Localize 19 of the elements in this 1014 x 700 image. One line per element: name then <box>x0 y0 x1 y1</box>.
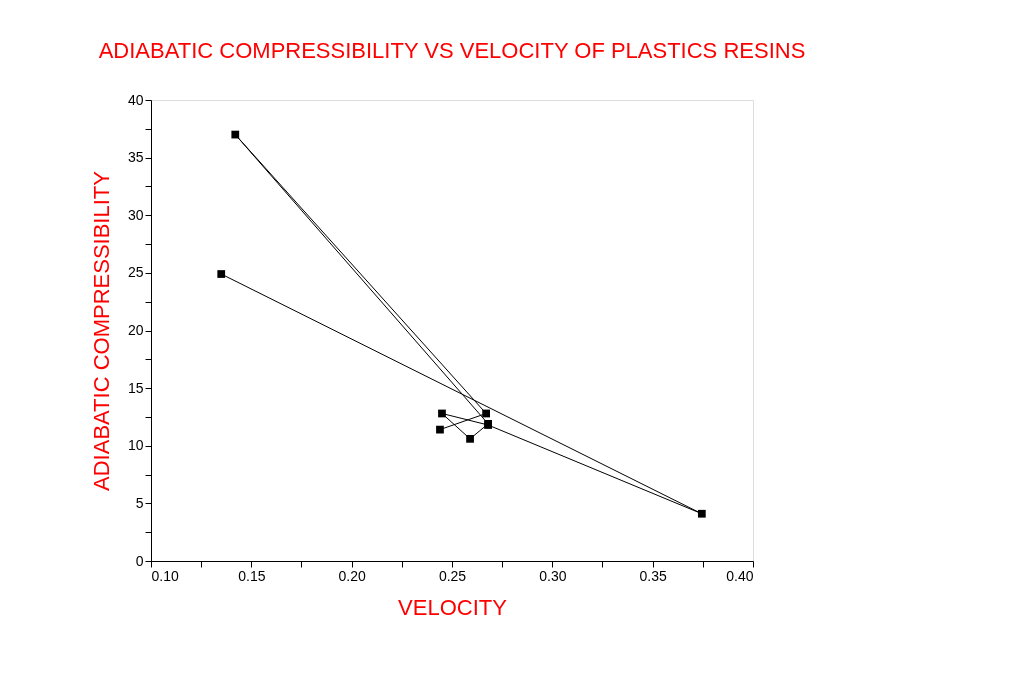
x-axis-title: VELOCITY <box>398 594 508 620</box>
y-tick-label: 35 <box>127 149 144 166</box>
x-tick-label: 0.15 <box>238 567 266 584</box>
x-tick-label: 0.25 <box>438 567 467 584</box>
y-tick-label: 5 <box>135 494 144 511</box>
y-axis-title: ADIABATIC COMPRESSIBILITY <box>88 170 114 491</box>
y-tick-label: 0 <box>135 552 144 569</box>
x-tick-label: 0.20 <box>338 567 366 584</box>
x-tick-label: 0.10 <box>151 567 179 584</box>
y-tick-label: 20 <box>127 322 144 338</box>
x-tick-label: 0.35 <box>639 567 667 584</box>
x-tick-label: 0.40 <box>726 567 754 584</box>
y-tick-label: 30 <box>127 206 144 223</box>
y-tick-label: 40 <box>127 91 144 108</box>
y-tick-label: 10 <box>127 437 144 454</box>
x-tick-label: 0.30 <box>539 567 567 584</box>
y-tick-label: 15 <box>127 379 144 396</box>
chart-title: ADIABATIC COMPRESSIBILITY VS VELOCITY OF PLASTICS RESINS <box>98 38 806 63</box>
y-tick-label: 25 <box>127 264 144 281</box>
